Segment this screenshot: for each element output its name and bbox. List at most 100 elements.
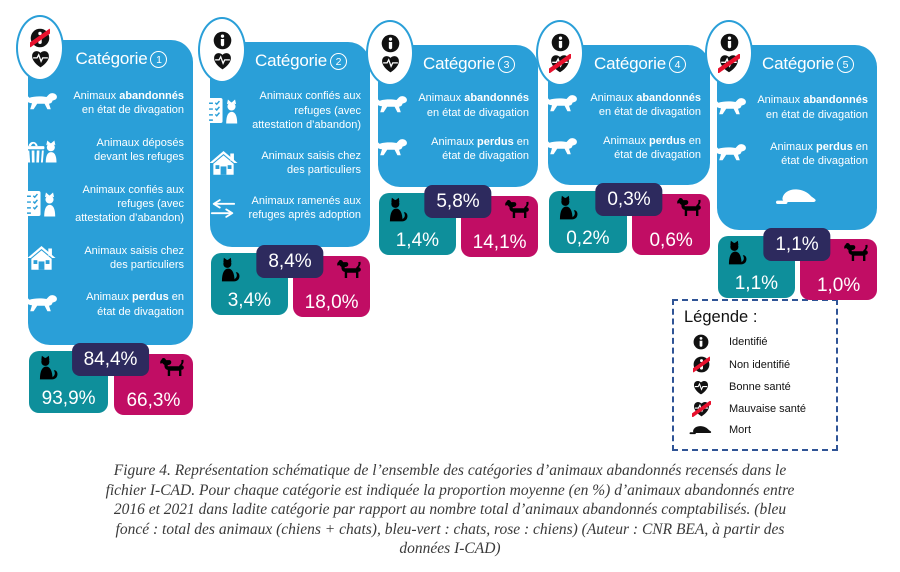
category-title: Catégorie 4: [548, 45, 710, 74]
category-body: Catégorie 2 Animaux confiés aux refuges (av…: [206, 42, 370, 247]
legend-title: Légende :: [684, 308, 758, 326]
dogs-percentage: 18,0%: [304, 292, 359, 313]
bad-health-icon: [718, 54, 740, 73]
category-stats: 93,9% 66,3% 84,4%: [28, 343, 193, 417]
clipboard-cat-icon: [205, 97, 242, 124]
figure-caption-line: Figure 4. Représentation schématique de …: [113, 462, 787, 479]
dog-icon: [502, 199, 531, 220]
category-title-label: Catégorie: [594, 54, 666, 73]
sitting-cat-icon: [558, 195, 579, 220]
category-badge: [16, 15, 64, 81]
category-item-text: Animaux perdus en état de divagation: [770, 140, 868, 167]
category-number-badge: 4: [668, 56, 686, 73]
sitting-cat-icon: [727, 240, 748, 265]
not-identified-icon: [30, 28, 50, 48]
category-card-4: Catégorie 4 Animaux abandonnés en état de d…: [536, 20, 710, 257]
bad-health-icon: [689, 401, 713, 417]
category-card-1: Catégorie 1 Animaux abandonnés en état de d…: [16, 15, 193, 417]
running-animal-icon: [710, 97, 750, 119]
legend-box: Légende : Identifié Non identifié Bonne sa…: [672, 299, 838, 451]
category-title-label: Catégorie: [255, 51, 327, 70]
total-percentage: 5,8%: [424, 185, 492, 218]
category-item: [719, 186, 875, 205]
running-animal-icon: [541, 137, 581, 159]
category-item: Animaux saisis chez des particuliers: [208, 149, 368, 178]
category-title: Catégorie 2: [210, 42, 370, 71]
category-badge: [366, 20, 414, 86]
category-stats: 3,4% 18,0% 8,4%: [210, 245, 370, 319]
return-arrows-icon-slot: [199, 198, 247, 218]
running-animal-icon-slot: [17, 294, 65, 316]
running-animal-icon: [21, 294, 61, 316]
cats-percentage: 93,9%: [41, 388, 96, 409]
dogs-stat-box: 14,1%: [461, 196, 538, 257]
identified-icon: [551, 33, 570, 52]
running-animal-icon: [541, 94, 581, 116]
legend-item-label: Non identifié: [729, 358, 791, 371]
category-item-text: Animaux abandonnés en état de divagation: [418, 92, 529, 119]
category-card-2: Catégorie 2 Animaux confiés aux refuges (av…: [198, 17, 370, 319]
dead-animal-icon: [774, 186, 820, 205]
figure-caption-line: 2016 et 2021 dans ladite catégorie par r…: [113, 501, 787, 518]
running-animal-icon-slot: [537, 94, 585, 116]
running-animal-icon-slot: [706, 97, 754, 119]
identified-icon: [381, 34, 400, 53]
figure-caption-line: fichier I-CAD. Pour chaque catégorie est…: [105, 481, 795, 499]
running-animal-icon-slot: [537, 137, 585, 159]
legend-item: Non identifié: [684, 356, 828, 373]
sitting-cat-icon: [220, 257, 241, 282]
figure-caption: Figure 4. Représentation schématique de …: [0, 461, 900, 559]
dogs-percentage: 66,3%: [126, 390, 181, 411]
category-item-text: Animaux déposés devant les refuges: [94, 136, 184, 164]
running-animal-icon-slot: [706, 143, 754, 165]
return-arrows-icon: [210, 198, 236, 218]
good-health-icon: [212, 52, 233, 70]
dogs-percentage: 14,1%: [472, 232, 527, 253]
bad-health-icon: [549, 54, 571, 73]
category-item: Animaux confiés aux refuges (avec attestat…: [206, 89, 368, 132]
category-number-badge: 5: [836, 56, 854, 73]
legend-item: Bonne santé: [684, 380, 828, 395]
category-badge: [705, 20, 753, 86]
category-item: Animaux déposés devant les refuges: [24, 136, 191, 165]
sitting-cat-icon: [388, 197, 409, 222]
category-title-label: Catégorie: [75, 49, 148, 68]
category-item: Animaux ramenés aux refuges après adoptio…: [210, 194, 368, 223]
category-item-text: Animaux perdus en état de divagation: [603, 134, 701, 162]
category-item: Animaux perdus en état de divagation: [712, 140, 875, 169]
category-stats: 1,1% 1,0% 1,1%: [717, 228, 877, 302]
category-item-text: Animaux perdus en état de divagation: [86, 291, 184, 318]
dog-icon: [334, 259, 363, 280]
category-stats: 0,2% 0,6% 0,3%: [548, 183, 710, 257]
category-title-label: Catégorie: [762, 54, 834, 73]
category-item-text: Animaux abandonnés en état de divagation: [73, 90, 184, 117]
total-percentage: 84,4%: [71, 343, 150, 376]
basket-cat-icon: [23, 138, 60, 163]
category-number-badge: 1: [150, 51, 168, 68]
clipboard-cat-icon: [23, 190, 60, 217]
total-percentage: 0,3%: [595, 183, 663, 216]
house-icon-slot: [17, 245, 65, 271]
category-title: Catégorie 5: [717, 45, 877, 74]
house-icon: [26, 245, 56, 271]
legend-item: Identifié: [684, 334, 828, 350]
category-card-3: Catégorie 3 Animaux abandonnés en état de d…: [366, 20, 538, 259]
category-item: Animaux perdus en état de divagation: [543, 134, 708, 163]
dead-animal-icon: [689, 424, 713, 435]
category-item-text: Animaux confiés aux refuges (avec attestat…: [75, 183, 184, 225]
dogs-percentage: 1,0%: [816, 275, 861, 296]
dogs-stat-box: 18,0%: [293, 256, 370, 317]
cats-percentage: 3,4%: [227, 290, 272, 311]
legend-rows: Identifié Non identifié Bonne santé Mauvais…: [684, 334, 828, 436]
category-body: Catégorie 5 Animaux abandonnés en état de d…: [712, 45, 877, 230]
house-icon-slot: [199, 150, 247, 176]
legend-item: Mort: [684, 424, 828, 436]
running-animal-icon: [371, 95, 411, 117]
category-title: Catégorie 3: [378, 45, 538, 74]
identified-icon: [213, 31, 232, 50]
cats-percentage: 1,4%: [395, 230, 440, 251]
running-animal-icon-slot: [17, 92, 65, 114]
cats-percentage: 0,2%: [566, 228, 610, 249]
category-stats: 1,4% 14,1% 5,8%: [378, 185, 538, 259]
category-item: Animaux perdus en état de divagation: [373, 135, 536, 164]
